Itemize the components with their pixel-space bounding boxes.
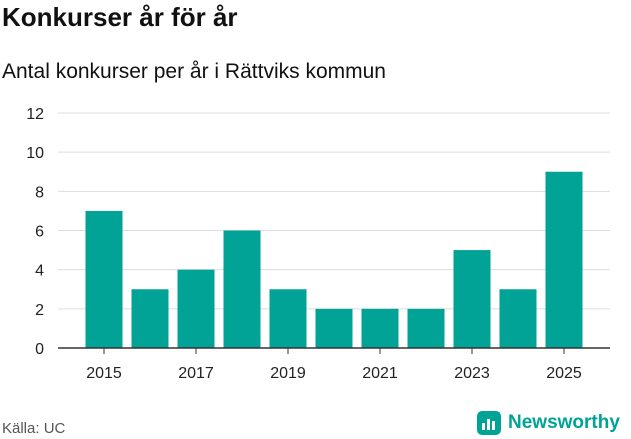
bar-2018 [223, 230, 261, 348]
gridlines [58, 112, 610, 310]
bar-2021 [361, 308, 399, 348]
x-tick-label-2021: 2021 [362, 365, 398, 382]
bar-2017 [177, 269, 215, 348]
x-tick-label-2023: 2023 [454, 365, 490, 382]
bar-2016 [131, 289, 169, 348]
bar-2024 [499, 289, 537, 348]
y-tick-label-8: 8 [35, 184, 44, 201]
bar-2019 [269, 289, 307, 348]
y-tick-label-6: 6 [35, 224, 44, 241]
axes: 0 2 4 6 8 10 12 2015 2017 2019 2021 2023 2025 [26, 106, 610, 382]
brand-name: Newsworthy [508, 412, 620, 433]
y-tick-label-12: 12 [26, 106, 44, 123]
bar-chart: 0 2 4 6 8 10 12 2015 2017 2019 2021 2023 2025 [26, 106, 610, 382]
y-tick-label-10: 10 [26, 145, 44, 162]
x-tick-label-2017: 2017 [178, 365, 214, 382]
y-tick-label-2: 2 [35, 302, 44, 319]
bar-2015 [85, 210, 123, 348]
newsworthy-icon [477, 411, 501, 435]
x-tick-label-2015: 2015 [86, 365, 122, 382]
bar-2022 [407, 308, 445, 348]
bars [85, 171, 583, 348]
bar-2020 [315, 308, 353, 348]
chart-title: Konkurser år för år [2, 2, 238, 32]
bar-2025 [545, 171, 583, 348]
chart-subtitle: Antal konkurser per år i Rättviks kommun [2, 60, 386, 83]
brand-logo: Newsworthy [476, 408, 620, 438]
x-tick-label-2025: 2025 [546, 365, 582, 382]
bar-2023 [453, 250, 491, 348]
x-tick-label-2019: 2019 [270, 365, 306, 382]
y-tick-label-0: 0 [35, 341, 44, 358]
source-note: Källa: UC [2, 420, 66, 437]
y-tick-label-4: 4 [35, 263, 44, 280]
